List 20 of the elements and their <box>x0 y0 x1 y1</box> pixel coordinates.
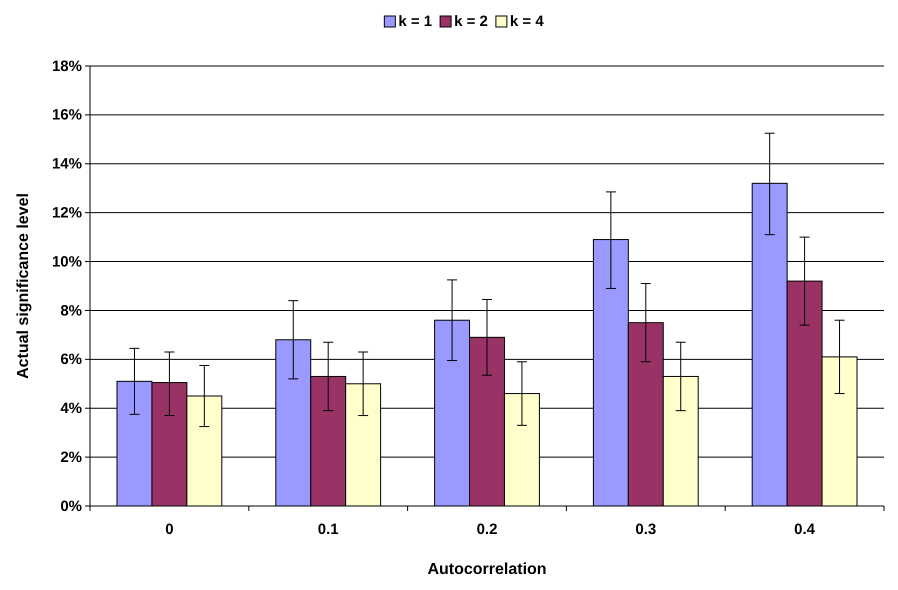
y-tick-label: 6% <box>60 351 82 368</box>
x-axis-title: Autocorrelation <box>427 561 547 578</box>
y-tick-label: 12% <box>52 204 82 222</box>
y-tick-label: 8% <box>60 302 82 320</box>
legend-label: k = 1 <box>398 13 432 30</box>
y-tick-label: 2% <box>60 448 82 466</box>
y-axis-title: Actual significance level <box>15 193 32 379</box>
y-tick-label: 4% <box>60 400 82 418</box>
y-tick-label: 16% <box>52 106 82 124</box>
y-tick-label: 14% <box>52 156 82 173</box>
x-tick-label: 0.3 <box>635 521 656 538</box>
x-tick-label: 0.4 <box>794 521 816 538</box>
legend-label: k = 4 <box>510 13 544 30</box>
x-tick-label: 0 <box>165 521 174 538</box>
y-tick-label: 10% <box>52 253 82 270</box>
legend-label: k = 2 <box>454 13 488 30</box>
x-tick-label: 0.1 <box>318 521 339 538</box>
x-tick-label: 0.2 <box>476 521 498 538</box>
y-tick-label: 18% <box>52 58 82 75</box>
y-tick-label: 0% <box>60 498 82 515</box>
